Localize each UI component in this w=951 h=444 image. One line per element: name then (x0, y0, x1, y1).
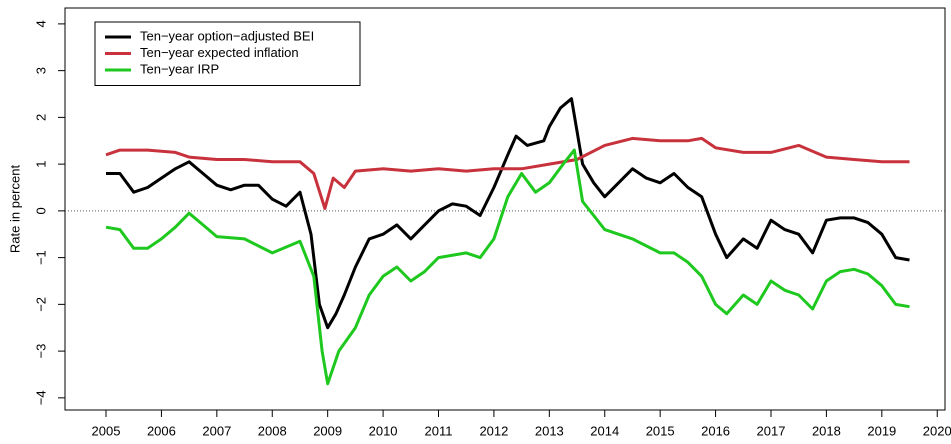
x-tick-label: 2020 (923, 423, 951, 438)
line-series (105, 148, 910, 386)
line-series (106, 97, 910, 330)
y-tick-label: −2 (33, 297, 48, 312)
x-tick-label: 2008 (258, 423, 287, 438)
legend-label: Ten−year option−adjusted BEI (140, 28, 314, 43)
x-tick-label: 2011 (425, 423, 453, 438)
y-tick-label: 3 (33, 67, 48, 74)
x-tick-label: 2007 (202, 423, 231, 438)
x-tick-label: 2018 (812, 423, 841, 438)
y-axis-label: Rate in percent (7, 165, 22, 254)
legend-label: Ten−year IRP (140, 61, 219, 76)
x-tick-label: 2014 (590, 423, 619, 438)
legend-label: Ten−year expected inflation (140, 45, 299, 60)
x-tick-label: 2006 (147, 423, 176, 438)
x-tick-label: 2013 (535, 423, 564, 438)
x-tick-label: 2010 (369, 423, 398, 438)
y-tick-label: 1 (33, 161, 48, 168)
x-tick-label: 2015 (646, 423, 675, 438)
y-tick-label: 0 (33, 207, 48, 214)
x-tick-label: 2005 (92, 423, 121, 438)
x-tick-label: 2012 (479, 423, 508, 438)
x-tick-label: 2019 (867, 423, 896, 438)
y-tick-label: −3 (33, 344, 48, 359)
x-tick-label: 2016 (701, 423, 730, 438)
legend-box (94, 21, 361, 86)
y-tick-label: −1 (33, 250, 48, 265)
x-tick-label: 2009 (313, 423, 342, 438)
y-tick-label: −4 (33, 390, 48, 405)
x-tick-label: 2017 (757, 423, 786, 438)
line-series (105, 136, 910, 210)
y-tick-label: 4 (33, 20, 48, 27)
y-tick-label: 2 (33, 114, 48, 121)
